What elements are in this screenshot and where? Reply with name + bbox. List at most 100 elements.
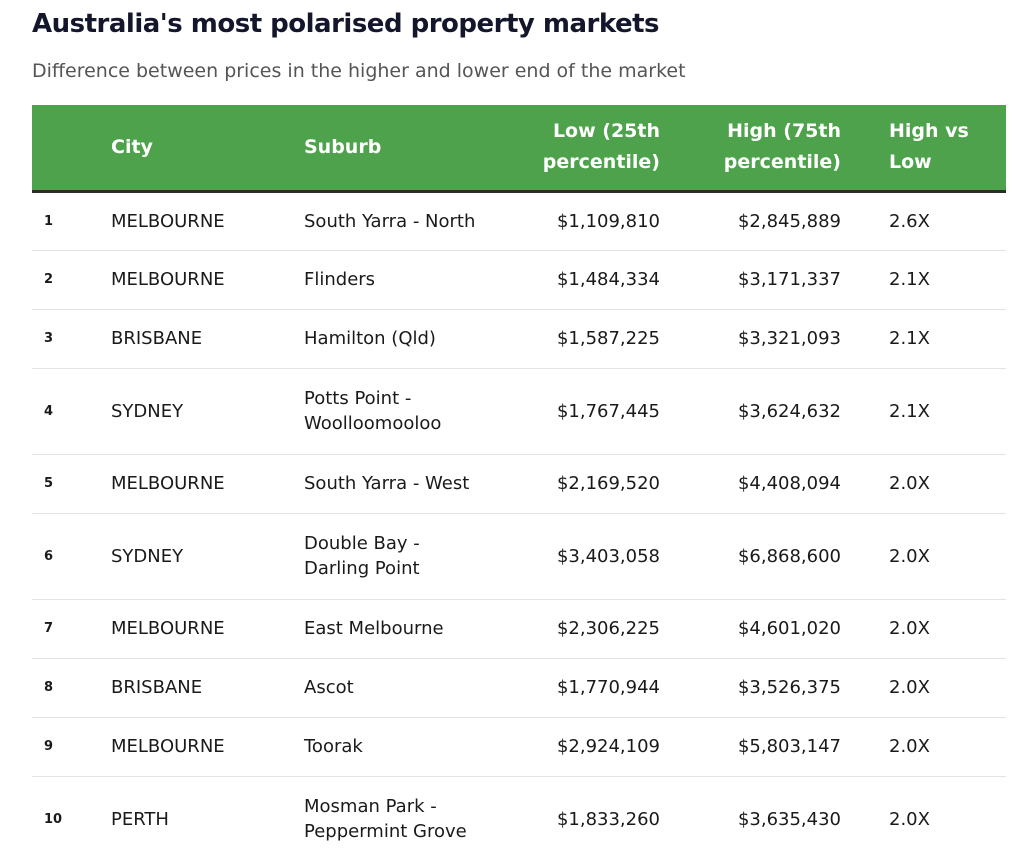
row-low: $3,403,058: [522, 513, 660, 600]
row-low: $2,169,520: [522, 454, 660, 514]
row-low: $2,924,109: [522, 717, 660, 777]
row-suburb-line1: South Yarra - North: [304, 210, 476, 232]
table-row: 2 MELBOURNE Flinders $1,484,334 $3,171,3…: [32, 250, 1006, 310]
row-high: $3,526,375: [660, 658, 841, 718]
header-ratio-line1: High vs: [889, 120, 969, 143]
row-spacer: [841, 599, 889, 659]
table-row: 6 SYDNEY Double Bay - Darling Point $3,4…: [32, 513, 1006, 600]
row-ratio: 2.1X: [889, 250, 1006, 310]
header-low-line2: percentile): [542, 151, 660, 174]
row-suburb-line1: Flinders: [304, 269, 376, 290]
row-suburb: Toorak: [304, 717, 522, 777]
header-spacer: [841, 105, 889, 191]
row-ratio: 2.1X: [889, 309, 1006, 369]
header-high: High (75th percentile): [660, 105, 841, 191]
row-suburb: South Yarra - West: [304, 454, 522, 514]
row-high: $2,845,889: [660, 191, 841, 251]
table-row: 5 MELBOURNE South Yarra - West $2,169,52…: [32, 454, 1006, 514]
row-low: $1,109,810: [522, 191, 660, 251]
row-high: $4,601,020: [660, 599, 841, 659]
row-spacer: [841, 717, 889, 777]
header-ratio: High vs Low: [889, 105, 1006, 191]
row-rank: 8: [32, 658, 111, 718]
table-header-row: City Suburb Low (25th percentile) High (…: [32, 105, 1006, 191]
row-spacer: [841, 658, 889, 718]
page-title: Australia's most polarised property mark…: [32, 9, 660, 39]
row-suburb-line1: South Yarra - West: [304, 473, 470, 494]
row-low: $2,306,225: [522, 599, 660, 659]
row-high: $4,408,094: [660, 454, 841, 514]
row-suburb: South Yarra - North: [304, 191, 522, 251]
header-suburb: Suburb: [304, 105, 522, 191]
table-row: 4 SYDNEY Potts Point - Woolloomooloo $1,…: [32, 368, 1006, 455]
property-markets-table: City Suburb Low (25th percentile) High (…: [32, 105, 1006, 862]
row-spacer: [841, 250, 889, 310]
header-high-line2: percentile): [723, 151, 841, 174]
row-low: $1,587,225: [522, 309, 660, 369]
table-row: 9 MELBOURNE Toorak $2,924,109 $5,803,147…: [32, 717, 1006, 777]
row-ratio: 2.0X: [889, 454, 1006, 514]
row-ratio: 2.0X: [889, 658, 1006, 718]
row-rank: 9: [32, 717, 111, 777]
row-low: $1,833,260: [556, 808, 660, 830]
row-low: $1,484,334: [522, 250, 660, 310]
header-high-line1: High (75th: [727, 120, 841, 143]
header-ratio-line2: Low: [889, 151, 932, 174]
row-suburb: Double Bay - Darling Point: [304, 513, 522, 600]
row-rank: 10: [44, 811, 63, 827]
row-suburb-line1: East Melbourne: [304, 618, 444, 639]
header-city-label: City: [111, 135, 153, 158]
row-city: BRISBANE: [111, 309, 304, 369]
row-suburb: Flinders: [304, 250, 522, 310]
row-city: MELBOURNE: [111, 191, 304, 251]
row-ratio: 2.0X: [889, 599, 1006, 659]
row-spacer: [841, 776, 889, 862]
row-ratio: 2.6X: [889, 191, 1006, 251]
row-suburb-line1: Potts Point -: [304, 388, 412, 409]
header-city: City: [111, 105, 304, 191]
header-rank: [32, 105, 111, 191]
row-suburb-line2: Peppermint Grove: [304, 821, 467, 843]
table-row: 8 BRISBANE Ascot $1,770,944 $3,526,375 2…: [32, 658, 1006, 718]
row-city: MELBOURNE: [111, 717, 304, 777]
row-city: MELBOURNE: [111, 250, 304, 310]
row-rank: 6: [32, 513, 111, 600]
row-ratio: 2.1X: [889, 368, 1006, 455]
row-rank: 5: [32, 454, 111, 514]
table-row: 1 MELBOURNE South Yarra - North $1,109,8…: [32, 191, 1006, 251]
row-suburb-line2: Darling Point: [304, 558, 420, 579]
row-suburb-line1: Hamilton (Qld): [304, 328, 436, 349]
row-high: $3,171,337: [660, 250, 841, 310]
page-subtitle: Difference between prices in the higher …: [32, 60, 686, 82]
header-suburb-label: Suburb: [304, 135, 382, 158]
row-city: SYDNEY: [111, 368, 304, 455]
row-low: $1,770,944: [522, 658, 660, 718]
row-suburb: Hamilton (Qld): [304, 309, 522, 369]
row-high: $3,321,093: [660, 309, 841, 369]
row-rank: 7: [32, 599, 111, 659]
row-city: MELBOURNE: [111, 454, 304, 514]
row-spacer: [841, 368, 889, 455]
table-row: 3 BRISBANE Hamilton (Qld) $1,587,225 $3,…: [32, 309, 1006, 369]
row-ratio: 2.0X: [889, 808, 930, 830]
row-suburb: East Melbourne: [304, 599, 522, 659]
row-spacer: [841, 191, 889, 251]
row-high: $3,635,430: [737, 808, 841, 830]
row-city: MELBOURNE: [111, 599, 304, 659]
row-city: BRISBANE: [111, 658, 304, 718]
row-city: SYDNEY: [111, 513, 304, 600]
row-spacer: [841, 309, 889, 369]
row-suburb: Ascot: [304, 658, 522, 718]
row-suburb-line1: Ascot: [304, 677, 354, 698]
table-row: 10 PERTH Mosman Park - Peppermint Grove …: [32, 776, 1006, 862]
row-suburb: Mosman Park - Peppermint Grove: [304, 776, 522, 862]
row-suburb-line1: Toorak: [304, 736, 363, 757]
row-city: PERTH: [111, 808, 169, 830]
row-high: $6,868,600: [660, 513, 841, 600]
row-ratio: 2.0X: [889, 513, 1006, 600]
row-rank: 1: [32, 191, 111, 251]
row-rank: 4: [32, 368, 111, 455]
row-ratio: 2.0X: [889, 717, 1006, 777]
row-spacer: [841, 454, 889, 514]
header-low: Low (25th percentile): [522, 105, 660, 191]
